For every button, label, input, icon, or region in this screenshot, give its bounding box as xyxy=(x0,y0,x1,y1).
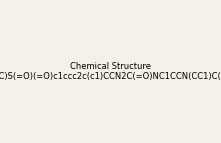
Text: Chemical Structure
CN(C)S(=O)(=O)c1ccc2c(c1)CCN2C(=O)NC1CCN(CC1)C(=O): Chemical Structure CN(C)S(=O)(=O)c1ccc2c… xyxy=(0,62,221,81)
